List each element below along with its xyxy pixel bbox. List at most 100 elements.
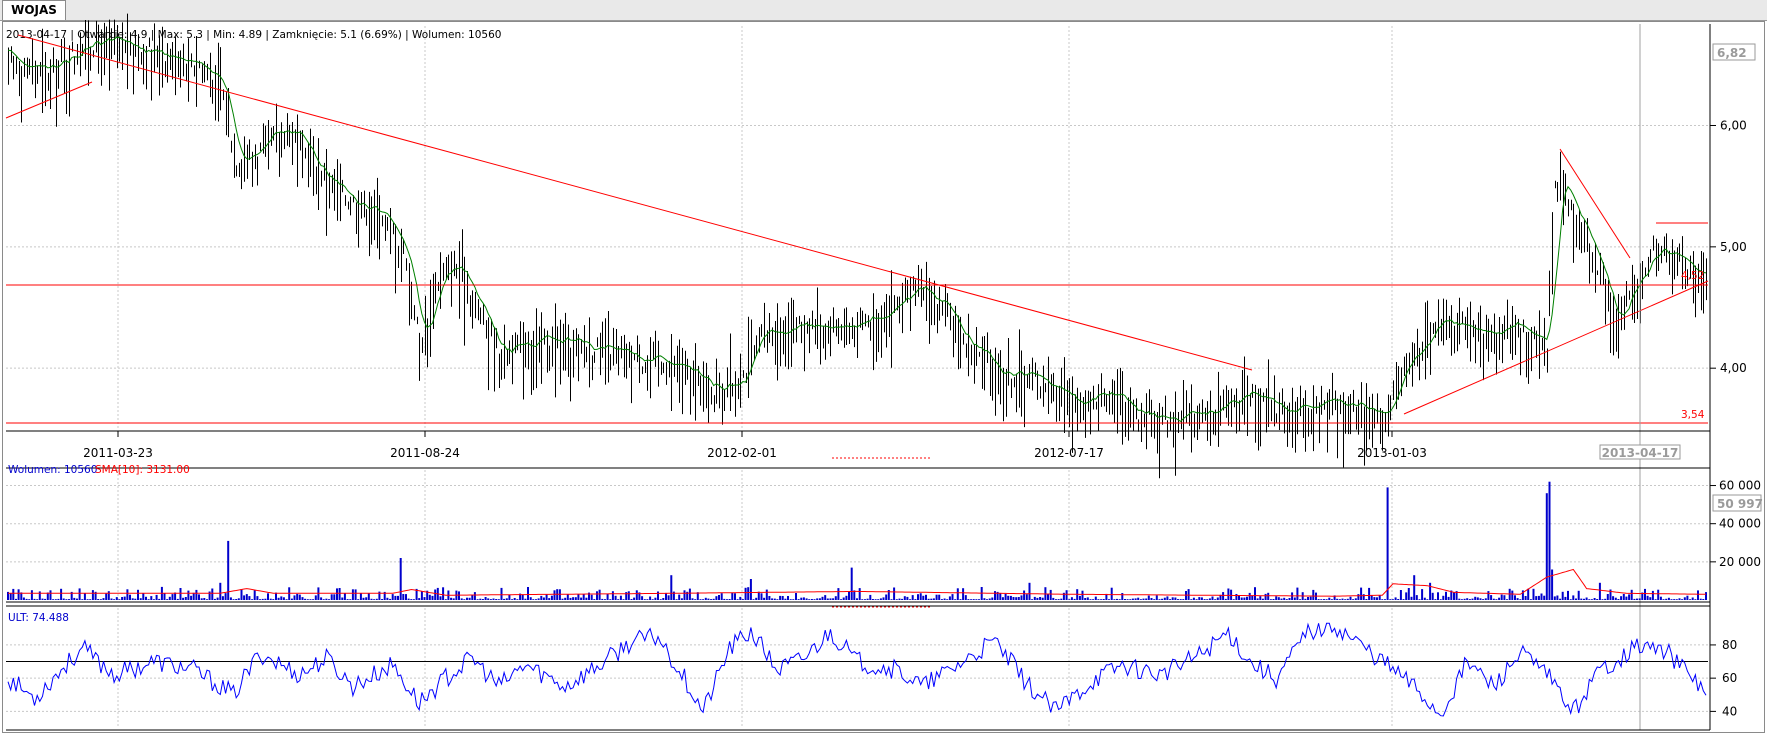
- volume-bar: [1328, 597, 1331, 600]
- ult-y-label: 80: [1722, 638, 1737, 652]
- volume-bar: [1691, 597, 1694, 600]
- volume-bar: [1492, 598, 1495, 600]
- volume-bar: [105, 593, 108, 600]
- volume-bar: [566, 594, 569, 600]
- ult-y-label: 60: [1722, 671, 1737, 685]
- volume-bar: [789, 599, 792, 600]
- volume-bar: [102, 598, 105, 600]
- volume-bar: [1177, 599, 1179, 600]
- volume-bar: [646, 599, 649, 600]
- volume-bar: [808, 599, 811, 600]
- volume-bar: [1206, 599, 1209, 600]
- volume-bar: [1161, 598, 1164, 600]
- volume-bar: [458, 591, 460, 600]
- volume-bar: [508, 594, 511, 600]
- volume-panel: [7, 481, 1707, 608]
- volume-bar: [1338, 599, 1341, 600]
- volume-bar: [765, 589, 768, 600]
- volume-bar: [91, 590, 94, 600]
- volume-bar: [1614, 597, 1617, 600]
- volume-y-label: 40 000: [1719, 517, 1761, 531]
- volume-bar: [972, 599, 975, 600]
- volume-bar: [503, 598, 506, 600]
- volume-bar: [731, 592, 734, 600]
- volume-bar: [237, 598, 240, 600]
- volume-bar: [1153, 599, 1156, 600]
- volume-bar: [734, 593, 736, 600]
- volume-bar: [871, 599, 874, 600]
- volume-bar: [487, 598, 490, 600]
- volume-bar: [651, 599, 654, 600]
- volume-bar: [625, 592, 628, 600]
- volume-bar: [333, 594, 336, 600]
- volume-bar: [484, 597, 487, 600]
- volume-bar: [275, 592, 277, 600]
- volume-bar: [1320, 599, 1323, 600]
- volume-bar: [1442, 595, 1445, 600]
- volume-bar: [1269, 599, 1272, 600]
- volume-bar: [853, 590, 856, 600]
- volume-bar: [1243, 597, 1246, 600]
- low-line-label: 3,54: [1681, 409, 1705, 421]
- volume-bar: [1524, 596, 1527, 600]
- volume-bar: [137, 589, 139, 600]
- ult-y-axis: 80 60 40: [1710, 638, 1737, 718]
- volume-bar: [1646, 595, 1649, 600]
- volume-bar: [1129, 599, 1132, 600]
- volume-bar: [500, 587, 503, 600]
- max-value-label: 6,82: [1717, 46, 1747, 60]
- volume-bar: [996, 591, 999, 600]
- volume-bar: [30, 590, 33, 600]
- volume-bar: [999, 593, 1002, 600]
- volume-bar: [1039, 597, 1042, 600]
- volume-bar: [665, 592, 667, 600]
- volume-bar: [1272, 599, 1275, 600]
- volume-bar: [1569, 599, 1572, 600]
- volume-bar: [221, 596, 224, 600]
- volume-bar: [1460, 599, 1463, 600]
- volume-bar: [73, 597, 76, 600]
- volume-bar: [1662, 599, 1665, 600]
- volume-bar: [206, 599, 208, 600]
- price-y-label: 5,00: [1720, 240, 1747, 254]
- volume-bar: [1601, 599, 1604, 600]
- volume-bar: [428, 594, 431, 600]
- volume-bar: [245, 594, 248, 600]
- volume-bar: [1450, 590, 1453, 600]
- volume-bar: [1126, 599, 1129, 600]
- volume-bar: [314, 595, 317, 600]
- volume-bar: [521, 595, 524, 600]
- volume-bar: [1041, 597, 1044, 600]
- volume-bar: [1606, 594, 1609, 600]
- tab-wojas[interactable]: WOJAS: [2, 0, 66, 20]
- volume-bar: [726, 599, 728, 600]
- volume-bar: [1317, 599, 1320, 600]
- volume-bar: [1333, 595, 1336, 600]
- info-line: 2013-04-17 | Otwarcie: 4.9 | Max: 5.3 | …: [6, 29, 501, 41]
- tab-bar: WOJAS: [0, 0, 1767, 21]
- volume-bar: [834, 596, 837, 600]
- volume-bar: [675, 599, 678, 600]
- volume-bar: [1471, 598, 1474, 600]
- volume-bar: [1060, 598, 1063, 600]
- volume-bar: [1575, 598, 1577, 600]
- volume-bar: [1681, 599, 1684, 600]
- volume-bar: [845, 595, 848, 600]
- volume-bar: [1230, 589, 1233, 600]
- volume-bar: [1330, 599, 1333, 600]
- volume-bar: [1415, 595, 1418, 600]
- volume-bar: [293, 595, 296, 600]
- volume-bar: [158, 598, 161, 600]
- volume-bar: [497, 599, 500, 600]
- volume-bar: [548, 598, 551, 600]
- volume-bar: [1593, 598, 1596, 600]
- volume-bar: [1394, 597, 1397, 600]
- volume-bar: [909, 599, 912, 600]
- volume-bar: [1158, 599, 1161, 600]
- volume-bar: [1564, 596, 1567, 600]
- volume-bar: [1537, 595, 1540, 600]
- volume-bar: [604, 599, 606, 600]
- volume-bar: [1113, 599, 1116, 600]
- volume-bar: [978, 599, 980, 600]
